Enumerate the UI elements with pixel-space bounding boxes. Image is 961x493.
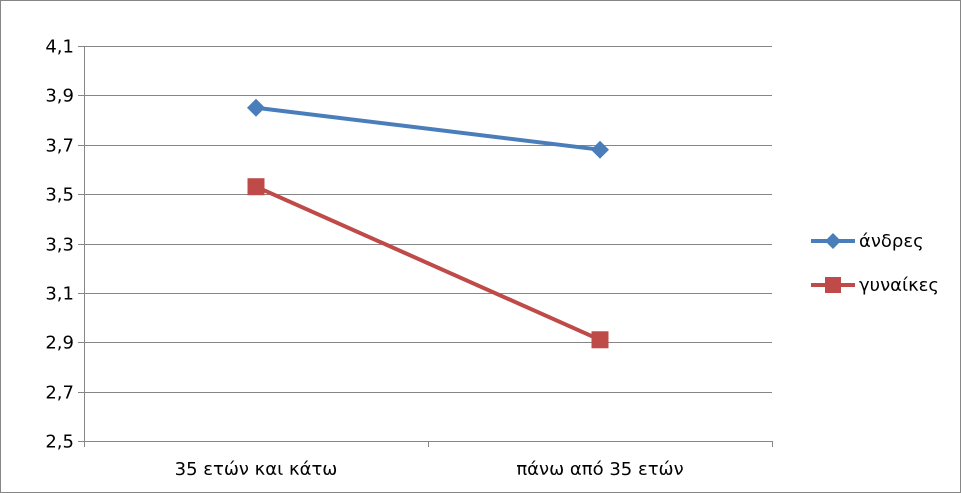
series-line xyxy=(255,184,601,342)
y-tick-label: 2,7 xyxy=(45,383,74,404)
axes xyxy=(78,46,773,447)
y-tick-label: 3,3 xyxy=(45,235,74,256)
gridlines xyxy=(84,46,772,393)
data-point xyxy=(591,140,609,159)
y-axis-tick-labels: 2,5 2,7 2,9 3,1 3,3 3,5 3,7 3,9 4,1 xyxy=(45,37,74,453)
legend-marker xyxy=(825,233,841,249)
legend-entry: άνδρες xyxy=(811,231,924,252)
legend-marker xyxy=(825,277,841,293)
series-1 xyxy=(247,98,609,159)
x-tick-label: πάνω από 35 ετών xyxy=(516,459,683,480)
legend: άνδρες γυναίκες xyxy=(811,231,939,296)
y-tick-label: 3,9 xyxy=(45,86,74,107)
legend-label: γυναίκες xyxy=(859,275,939,296)
x-axis-tick-labels: 35 ετών και κάτω πάνω από 35 ετών xyxy=(175,459,684,480)
legend-entry: γυναίκες xyxy=(811,275,939,296)
y-tick-label: 3,1 xyxy=(45,284,74,305)
y-tick-label: 2,9 xyxy=(45,333,74,354)
series-2 xyxy=(247,178,609,349)
series-line xyxy=(255,105,601,152)
y-tick-label: 4,1 xyxy=(45,37,74,58)
y-tick-label: 2,5 xyxy=(45,432,74,453)
y-tick-label: 3,7 xyxy=(45,136,74,157)
y-tick-label: 3,5 xyxy=(45,185,74,206)
data-point xyxy=(247,178,265,196)
plot-series xyxy=(247,98,609,349)
data-point xyxy=(591,331,609,349)
data-point xyxy=(247,98,265,117)
x-tick-label: 35 ετών και κάτω xyxy=(175,459,338,480)
legend-label: άνδρες xyxy=(859,231,924,252)
